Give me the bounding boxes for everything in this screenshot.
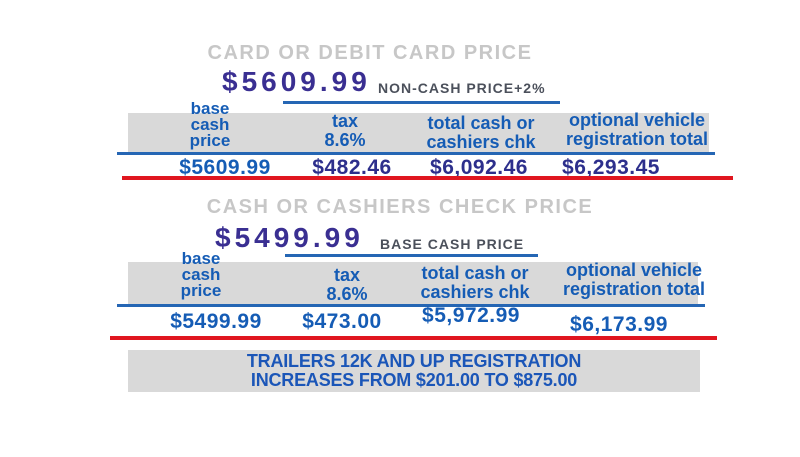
cash-header-base-cash-price: base cash price — [180, 249, 222, 300]
card-table-bottom-rule — [122, 176, 733, 180]
card-header-registration-total: optional vehicle registration total — [565, 110, 709, 149]
cash-price-amount: $5499.99 — [215, 222, 364, 253]
card-price-title: CARD OR DEBIT CARD PRICE — [207, 42, 533, 64]
registration-notice-line2: INCREASES FROM $201.00 TO $875.00 — [250, 370, 578, 390]
card-price-underline — [283, 101, 560, 104]
cash-price-note: BASE CASH PRICE — [380, 236, 525, 252]
card-price-amount: $5609.99 — [222, 66, 371, 97]
cash-value-total-cash: $5,972.99 — [422, 304, 520, 327]
card-header-total-cash: total cash or cashiers chk — [426, 113, 536, 152]
cash-header-tax: tax 8.6% — [326, 265, 368, 304]
card-price-note: NON-CASH PRICE+2% — [378, 80, 546, 96]
registration-notice-band: TRAILERS 12K AND UP REGISTRATION INCREAS… — [128, 350, 700, 392]
card-value-tax: $482.46 — [312, 156, 392, 179]
cash-table-header-rule — [117, 304, 705, 307]
cash-table-bottom-rule — [110, 336, 717, 340]
card-value-total-cash: $6,092.46 — [430, 156, 528, 179]
card-header-tax: tax 8.6% — [324, 111, 366, 150]
card-value-base-cash-price: $5609.99 — [179, 156, 271, 179]
cash-value-base-cash-price: $5499.99 — [170, 310, 262, 333]
cash-table-header-band — [128, 262, 698, 305]
card-table-header-band — [128, 113, 709, 152]
card-table-header-rule — [117, 152, 715, 155]
cash-value-registration-total: $6,173.99 — [570, 313, 668, 336]
cash-header-registration-total: optional vehicle registration total — [562, 260, 706, 299]
cash-value-tax: $473.00 — [302, 310, 382, 333]
card-header-base-cash-price: base cash price — [189, 99, 231, 150]
registration-notice-line1: TRAILERS 12K AND UP REGISTRATION — [246, 351, 582, 371]
cash-header-total-cash: total cash or cashiers chk — [420, 263, 530, 302]
cash-price-underline — [285, 254, 538, 257]
cash-price-title: CASH OR CASHIERS CHECK PRICE — [206, 196, 594, 218]
card-value-registration-total: $6,293.45 — [562, 156, 660, 179]
